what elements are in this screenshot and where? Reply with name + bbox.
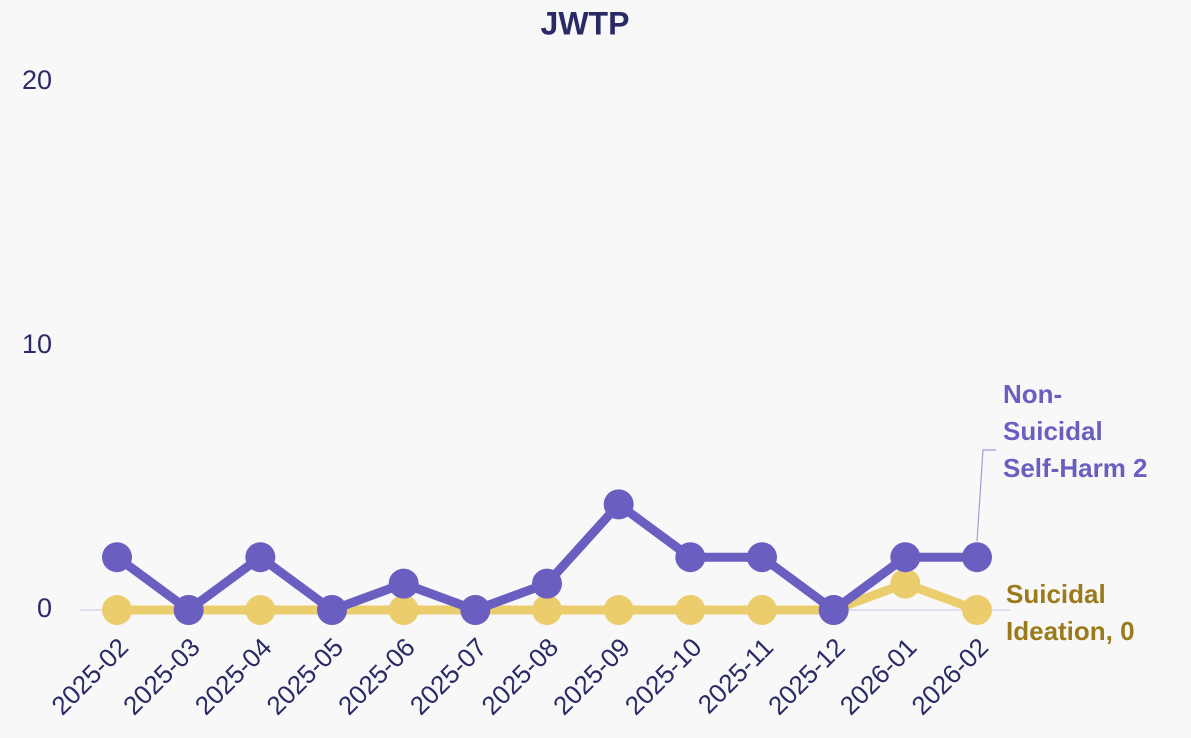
x-tick-label: 2025-05 [260, 632, 349, 721]
x-tick-label: 2025-10 [619, 632, 708, 721]
x-tick-label: 2025-07 [404, 632, 493, 721]
data-point [890, 542, 921, 573]
data-point [890, 568, 921, 599]
data-point [747, 542, 777, 573]
x-tick-label: 2025-08 [475, 632, 564, 721]
y-tick-label: 0 [37, 593, 52, 623]
data-point [962, 595, 992, 625]
data-point [675, 542, 706, 573]
data-point [962, 542, 992, 573]
x-tick-label: 2026-02 [905, 632, 994, 721]
data-point [102, 542, 132, 573]
end-label: Non-Suicidal Self-Harm 2 [1003, 379, 1148, 483]
leader-line [976, 449, 996, 542]
data-point [102, 595, 132, 625]
x-tick-label: 2025-06 [332, 632, 421, 721]
data-point [675, 595, 706, 625]
chart-title: JWTP [541, 5, 630, 41]
data-point [747, 595, 777, 625]
x-tick-label: 2026-01 [834, 632, 923, 721]
data-point [818, 595, 849, 625]
x-tick-label: 2025-03 [117, 632, 206, 721]
x-tick-label: 2025-02 [45, 632, 134, 721]
x-tick-label: 2025-09 [547, 632, 636, 721]
x-tick-label: 2025-11 [692, 632, 779, 719]
y-tick-label: 10 [22, 329, 52, 359]
data-point [603, 595, 634, 625]
end-label: Suicidal Ideation, 0 [1006, 579, 1135, 646]
data-point [317, 595, 347, 625]
data-point [603, 489, 634, 520]
data-point [388, 595, 419, 625]
data-point [388, 568, 419, 599]
y-tick-label: 20 [22, 65, 52, 95]
data-point [245, 595, 276, 625]
x-tick-label: 2025-12 [762, 632, 851, 721]
data-point [532, 568, 562, 599]
data-point [460, 595, 491, 625]
data-point [245, 542, 276, 573]
x-tick-label: 2025-04 [189, 632, 278, 721]
data-point [532, 595, 562, 625]
data-point [173, 595, 204, 625]
